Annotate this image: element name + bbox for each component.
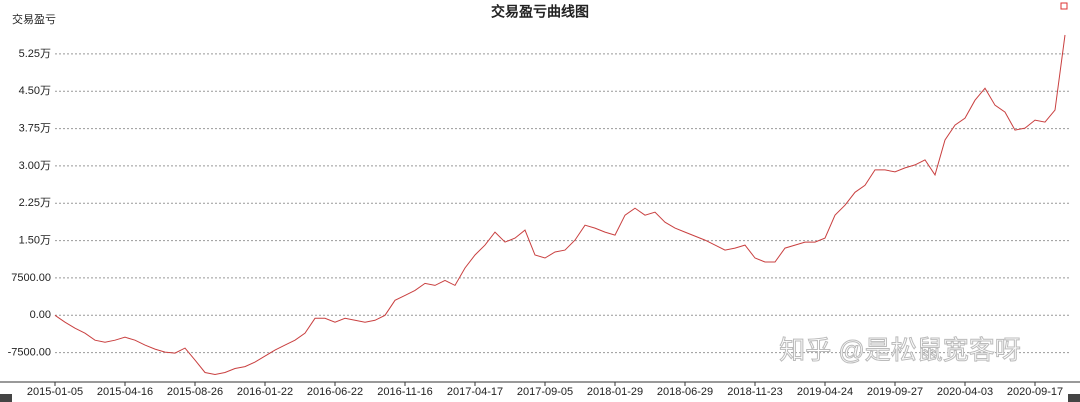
x-tick-label: 2016-01-22 (237, 386, 293, 398)
scroll-right[interactable] (1068, 394, 1080, 402)
x-tick-label: 2020-04-03 (937, 386, 993, 398)
x-tick-label: 2016-06-22 (307, 386, 363, 398)
x-tick-label: 2015-04-16 (97, 386, 153, 398)
scroll-left[interactable] (0, 394, 12, 402)
x-tick-label: 2017-09-05 (517, 386, 573, 398)
x-tick-label: 2016-11-16 (377, 386, 432, 398)
y-tick-label: 4.50万 (19, 85, 51, 97)
y-tick-label: 1.50万 (19, 235, 51, 247)
x-tick-label: 2019-09-27 (867, 386, 923, 398)
y-tick-label: 3.75万 (19, 122, 51, 134)
x-tick-label: 2015-01-05 (27, 386, 83, 398)
watermark: 知乎 @是松鼠宽客呀 (779, 335, 1021, 365)
corner-button[interactable] (1060, 2, 1068, 10)
y-tick-label: -7500.00 (8, 347, 51, 359)
x-tick-label: 2019-04-24 (797, 386, 853, 398)
x-tick-label: 2018-06-29 (657, 386, 713, 398)
line (54, 34, 1066, 376)
y-axis-title: 交易盈亏 (12, 12, 56, 26)
y-tick-label: 0.00 (30, 309, 51, 321)
y-tick-label: 5.25万 (19, 48, 51, 60)
x-tick-label: 2020-09-17 (1007, 386, 1063, 398)
x-tick-label: 2018-01-29 (587, 386, 643, 398)
x-tick-label: 2017-04-17 (447, 386, 503, 398)
y-tick-label: 3.00万 (19, 160, 51, 172)
y-tick-label: 7500.00 (11, 272, 51, 284)
y-tick-label: 2.25万 (19, 197, 51, 209)
x-tick-label: 2015-08-26 (167, 386, 223, 398)
x-tick-label: 2018-11-23 (727, 386, 782, 398)
chart-title: 交易盈亏曲线图 (491, 4, 589, 20)
